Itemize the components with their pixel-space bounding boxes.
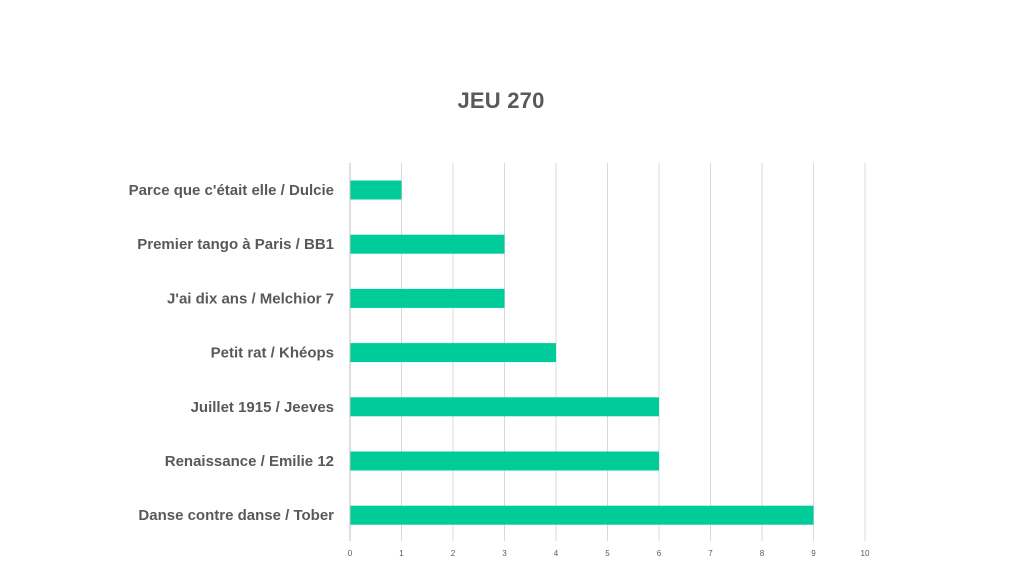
x-tick-label: 2 <box>451 549 456 558</box>
bar <box>350 505 814 525</box>
category-label: Petit rat / Khéops <box>211 345 334 362</box>
chart-title: JEU 270 <box>457 88 545 113</box>
bars <box>350 180 814 525</box>
x-tick-label: 9 <box>811 549 816 558</box>
category-label: Juillet 1915 / Jeeves <box>191 399 334 416</box>
category-label: Premier tango à Paris / BB1 <box>137 236 334 253</box>
bar <box>350 343 556 363</box>
x-tick-label: 6 <box>657 549 662 558</box>
bar <box>350 180 402 200</box>
x-tick-label: 5 <box>605 549 610 558</box>
x-tick-label: 1 <box>399 549 404 558</box>
x-tick-label: 0 <box>348 549 353 558</box>
bar <box>350 451 659 471</box>
bar <box>350 397 659 417</box>
bar <box>350 288 505 308</box>
x-tick-label: 10 <box>861 549 870 558</box>
x-tick-label: 8 <box>760 549 765 558</box>
x-tick-label: 7 <box>708 549 713 558</box>
category-axis: Parce que c'était elle / Dulcie Premier t… <box>129 182 334 524</box>
x-tick-label: 3 <box>502 549 507 558</box>
category-label: J'ai dix ans / Melchior 7 <box>167 290 334 307</box>
x-tick-label: 4 <box>554 549 559 558</box>
category-label: Renaissance / Emilie 12 <box>165 453 334 470</box>
value-axis: 0 1 2 3 4 5 6 7 8 9 10 <box>348 163 870 558</box>
category-label: Parce que c'était elle / Dulcie <box>129 182 334 199</box>
bar <box>350 234 505 254</box>
category-label: Danse contre danse / Tober <box>138 507 334 524</box>
